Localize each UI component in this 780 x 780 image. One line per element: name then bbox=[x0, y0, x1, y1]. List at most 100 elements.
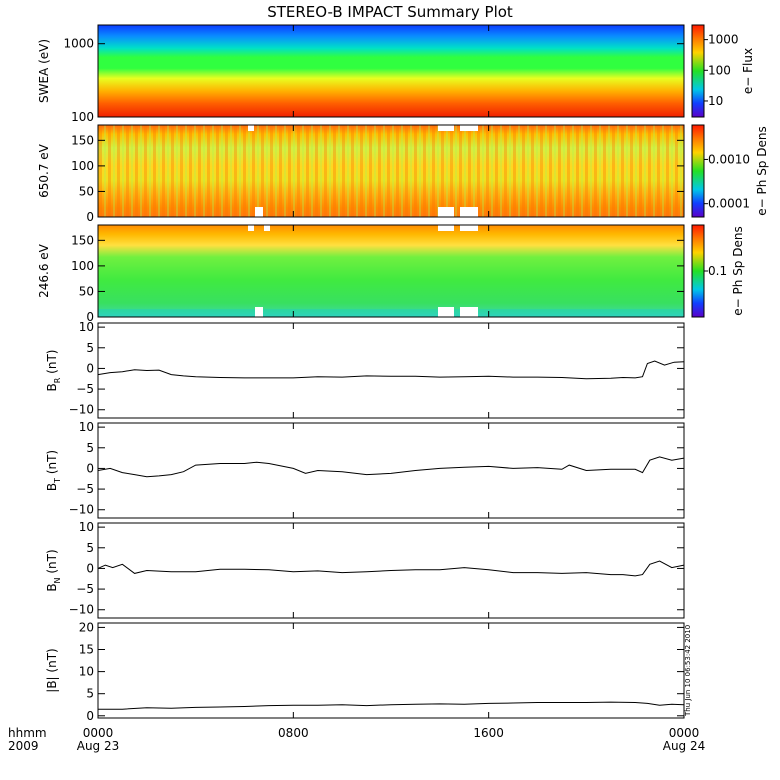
y-tick-label: 5 bbox=[86, 441, 94, 455]
panel-swea: SWEA (eV) 100 1000 10 100 1000 e− Flux bbox=[37, 24, 755, 124]
panel-pad246-image bbox=[98, 225, 684, 317]
x-axis-label-hhmm: hhmm bbox=[8, 726, 47, 740]
series-line-bt bbox=[97, 456, 685, 478]
y-tick-label: 10 bbox=[79, 520, 94, 534]
panel-pad246-yticks: 0 50 100 150 bbox=[71, 233, 684, 324]
y-tick-label: 20 bbox=[79, 620, 94, 634]
plot-title: STEREO-B IMPACT Summary Plot bbox=[267, 3, 513, 21]
panel-pad650: 650.7 eV 0 50 100 150 0.0001 0.0010 e− Ph Sp… bbox=[37, 124, 769, 224]
colorbar-tick-label: 0.1 bbox=[708, 264, 727, 278]
panel-swea-yticks: 100 1000 bbox=[63, 37, 684, 124]
colorbar-tick-label: 1000 bbox=[708, 33, 739, 47]
x-tick-label: 1600 bbox=[473, 726, 504, 740]
colorbar-pad650-label: e− Ph Sp Dens bbox=[755, 126, 769, 215]
data-gap bbox=[438, 307, 454, 317]
panel-swea-ylabel: SWEA (eV) bbox=[37, 39, 51, 103]
panel-bt-ylabel: BT (nT) bbox=[45, 450, 62, 491]
data-gap bbox=[248, 125, 254, 131]
data-gap bbox=[438, 125, 454, 131]
y-tick-label: 100 bbox=[71, 159, 94, 173]
colorbar-swea-ticks: 10 100 1000 bbox=[704, 33, 739, 108]
colorbar-swea-label: e− Flux bbox=[741, 48, 755, 94]
panel-bmag-frame bbox=[97, 622, 685, 719]
data-gap bbox=[460, 125, 478, 131]
colorbar-pad246-label: e− Ph Sp Dens bbox=[731, 226, 745, 315]
colorbar-tick-label: 0.0001 bbox=[708, 197, 750, 211]
colorbar-pad246-ticks: 0.1 bbox=[704, 264, 727, 278]
panel-pad650-ylabel: 650.7 eV bbox=[37, 143, 51, 198]
y-tick-label: 5 bbox=[86, 541, 94, 555]
y-tick-label: 0 bbox=[86, 461, 94, 475]
data-gap bbox=[248, 225, 254, 231]
series-line-bn bbox=[97, 560, 685, 577]
colorbar-tick-label: 10 bbox=[708, 94, 723, 108]
y-tick-label: 10 bbox=[79, 320, 94, 334]
y-tick-label: −5 bbox=[76, 482, 94, 496]
timestamp: Thu Jun 10 06:53:42 2010 bbox=[684, 625, 692, 717]
panel-bn-ylabel: BN (nT) bbox=[45, 549, 62, 591]
panel-pad246-ylabel: 246.6 eV bbox=[37, 243, 51, 298]
panel-bn: −10 −5 0 5 10 BN (nT) bbox=[45, 520, 685, 617]
panel-br-ylabel: BR (nT) bbox=[45, 350, 62, 392]
line-panels: −10 −5 0 5 10 BR (nT) −10 −5 0 5 10 BT (nT) −10 −5 0 5 1… bbox=[45, 320, 685, 723]
series-line-bmag bbox=[98, 701, 685, 710]
panel-pad650-mottle bbox=[98, 125, 684, 217]
y-tick-label: 0 bbox=[86, 709, 94, 723]
panel-pad246-frame bbox=[97, 224, 685, 318]
y-tick-label: 0 bbox=[86, 210, 94, 224]
panel-pad650-frame bbox=[97, 124, 685, 218]
colorbar-tick-label: 100 bbox=[708, 63, 731, 77]
panel-br-frame bbox=[97, 322, 685, 419]
y-tick-label: 50 bbox=[79, 184, 94, 198]
y-tick-label: 50 bbox=[79, 284, 94, 298]
data-gap bbox=[255, 207, 263, 217]
y-tick-label: 100 bbox=[71, 110, 94, 124]
panel-pad650-yticks: 0 50 100 150 bbox=[71, 133, 684, 224]
y-tick-label: −10 bbox=[69, 503, 94, 517]
panel-swea-image bbox=[98, 25, 684, 117]
y-tick-label: −10 bbox=[69, 403, 94, 417]
data-gap bbox=[264, 225, 270, 231]
panel-bmag-ylabel: |B| (nT) bbox=[45, 648, 59, 692]
y-tick-label: −10 bbox=[69, 603, 94, 617]
y-tick-label: 15 bbox=[79, 643, 94, 657]
x-tick-label: 0000 bbox=[669, 726, 700, 740]
y-tick-label: 150 bbox=[71, 133, 94, 147]
data-gap bbox=[255, 307, 263, 317]
y-tick-label: 0 bbox=[86, 361, 94, 375]
panel-bn-frame bbox=[97, 522, 685, 619]
x-tick-date: Aug 23 bbox=[77, 739, 120, 753]
colorbar-pad650-ticks: 0.0001 0.0010 bbox=[704, 152, 750, 211]
data-gap bbox=[460, 207, 478, 217]
data-gap bbox=[460, 307, 478, 317]
y-tick-label: −5 bbox=[76, 382, 94, 396]
x-tick-date: Aug 24 bbox=[663, 739, 706, 753]
panel-pad246: 246.6 eV 0 50 100 150 0.1 e− Ph Sp Dens bbox=[37, 224, 745, 324]
data-gap bbox=[438, 225, 454, 231]
series-line-br bbox=[97, 360, 685, 380]
y-tick-label: 150 bbox=[71, 233, 94, 247]
x-axis-label-year: 2009 bbox=[8, 739, 39, 753]
data-gap bbox=[438, 207, 454, 217]
panel-swea-frame bbox=[97, 24, 685, 118]
y-tick-label: −5 bbox=[76, 582, 94, 596]
panel-bt: −10 −5 0 5 10 BT (nT) bbox=[45, 420, 685, 517]
colorbar-tick-label: 0.0010 bbox=[708, 152, 750, 166]
panel-bmag: 0 5 10 15 20 |B| (nT) bbox=[45, 620, 685, 723]
data-gap bbox=[460, 225, 478, 231]
x-tick-label: 0800 bbox=[278, 726, 309, 740]
y-tick-label: 0 bbox=[86, 310, 94, 324]
x-tick-label: 0000 bbox=[83, 726, 114, 740]
y-tick-label: 5 bbox=[86, 687, 94, 701]
colorbar-pad650 bbox=[691, 124, 705, 218]
y-tick-label: 10 bbox=[79, 665, 94, 679]
panel-br: −10 −5 0 5 10 BR (nT) bbox=[45, 320, 685, 417]
y-tick-label: 5 bbox=[86, 341, 94, 355]
y-tick-label: 10 bbox=[79, 420, 94, 434]
panel-pad246-blueedge bbox=[98, 309, 684, 317]
y-tick-label: 1000 bbox=[63, 37, 94, 51]
colorbar-pad246 bbox=[691, 224, 705, 318]
y-tick-label: 100 bbox=[71, 259, 94, 273]
